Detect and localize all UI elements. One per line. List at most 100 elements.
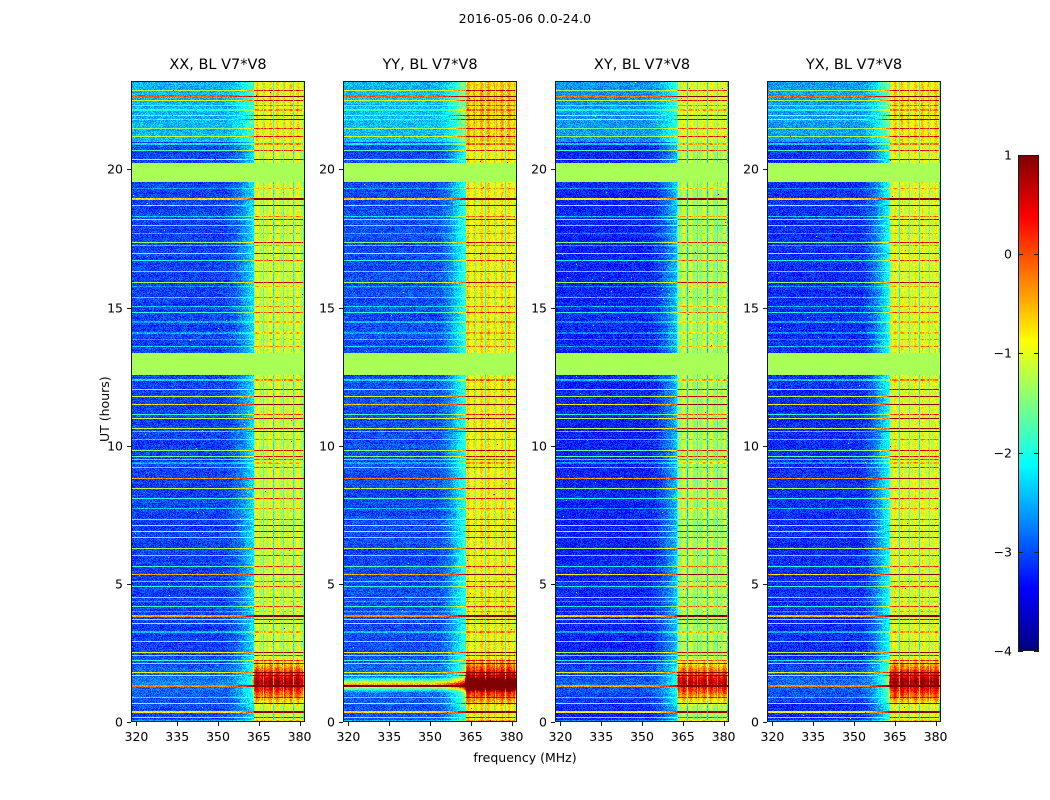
y-tick-mark	[339, 445, 343, 447]
colorbar-tick-mark	[1034, 452, 1039, 454]
spectrogram-image-yx	[767, 81, 941, 722]
x-tick-label: 365	[882, 729, 907, 744]
y-tick-mark	[551, 583, 555, 585]
y-tick-label: 15	[743, 300, 759, 316]
colorbar-gradient	[1018, 155, 1039, 651]
colorbar-tick-label: −2	[993, 445, 1012, 461]
y-tick-label: 5	[751, 576, 759, 592]
x-tick-mark	[935, 722, 937, 726]
y-tick-mark	[127, 583, 131, 585]
x-tick-label: 335	[377, 729, 402, 744]
colorbar-tick-mark	[1018, 353, 1023, 355]
y-tick-label: 15	[319, 300, 335, 316]
colorbar-tick-mark	[1034, 551, 1039, 553]
colorbar-tick-mark	[1034, 155, 1039, 156]
y-tick-label: 15	[107, 300, 123, 316]
x-tick-label: 320	[124, 729, 149, 744]
x-tick-label: 320	[760, 729, 785, 744]
x-axis-label: frequency (MHz)	[473, 750, 577, 765]
x-tick-mark	[470, 722, 472, 726]
x-tick-label: 365	[670, 729, 695, 744]
x-tick-label: 320	[548, 729, 573, 744]
y-tick-mark	[551, 722, 555, 723]
colorbar-tick-mark	[1018, 651, 1023, 652]
x-tick-label: 335	[801, 729, 826, 744]
figure-suptitle: 2016-05-06 0.0-24.0	[458, 11, 592, 26]
y-tick-label: 10	[743, 438, 759, 454]
spectrogram-panel-xx: XX, BL V7*V8	[131, 57, 305, 722]
x-tick-label: 365	[458, 729, 483, 744]
x-tick-mark	[299, 722, 301, 726]
y-axis-label: UT (hours)	[97, 375, 112, 442]
y-tick-mark	[551, 169, 555, 171]
y-tick-mark	[339, 583, 343, 585]
y-tick-label: 0	[539, 714, 547, 730]
x-tick-mark	[348, 722, 350, 726]
y-tick-mark	[763, 169, 767, 171]
x-tick-mark	[642, 722, 643, 726]
colorbar-tick-label: 1	[1004, 147, 1012, 163]
x-tick-label: 380	[499, 729, 524, 744]
x-tick-label: 380	[923, 729, 948, 744]
y-tick-label: 5	[115, 576, 123, 592]
y-tick-label: 5	[539, 576, 547, 592]
x-tick-label: 350	[842, 729, 866, 744]
colorbar-tick-label: −3	[993, 544, 1012, 560]
x-tick-mark	[854, 722, 855, 726]
colorbar-tick-mark	[1018, 452, 1023, 454]
colorbar-tick-mark	[1018, 155, 1023, 156]
x-tick-mark	[136, 722, 138, 726]
panel-title-xy: XY, BL V7*V8	[593, 57, 691, 73]
x-tick-mark	[772, 722, 774, 726]
x-tick-label: 380	[287, 729, 312, 744]
y-tick-label: 0	[327, 714, 335, 730]
y-tick-mark	[763, 445, 767, 447]
panel-title-xx: XX, BL V7*V8	[169, 57, 267, 73]
colorbar-tick-label: −4	[993, 643, 1012, 659]
colorbar-tick-label: −1	[993, 345, 1012, 361]
y-tick-label: 20	[743, 161, 759, 177]
spectrogram-panel-yy: YY, BL V7*V8	[343, 57, 517, 722]
x-tick-label: 365	[246, 729, 271, 744]
y-tick-label: 0	[115, 714, 123, 730]
colorbar-tick-mark	[1034, 651, 1039, 652]
y-tick-mark	[551, 445, 555, 447]
colorbar-tick-mark	[1018, 254, 1023, 256]
x-tick-label: 320	[336, 729, 361, 744]
x-tick-mark	[511, 722, 513, 726]
x-tick-mark	[813, 722, 815, 726]
y-tick-mark	[763, 722, 767, 723]
y-tick-mark	[339, 169, 343, 171]
x-tick-mark	[258, 722, 260, 726]
x-tick-label: 380	[711, 729, 736, 744]
y-tick-label: 5	[327, 576, 335, 592]
y-tick-label: 15	[531, 300, 547, 316]
colorbar-tick-mark	[1034, 353, 1039, 355]
colorbar-tick-label: 0	[1004, 246, 1012, 262]
x-tick-label: 350	[630, 729, 654, 744]
y-tick-mark	[763, 307, 767, 309]
y-tick-label: 0	[751, 714, 759, 730]
y-tick-mark	[551, 307, 555, 309]
x-tick-label: 335	[589, 729, 614, 744]
x-tick-mark	[894, 722, 896, 726]
panel-title-yy: YY, BL V7*V8	[382, 57, 478, 73]
spectrogram-panel-xy: XY, BL V7*V8	[555, 57, 729, 722]
x-tick-mark	[723, 722, 725, 726]
y-tick-mark	[339, 307, 343, 309]
x-tick-label: 335	[165, 729, 190, 744]
y-tick-label: 20	[319, 161, 335, 177]
x-tick-label: 350	[206, 729, 230, 744]
y-tick-mark	[127, 722, 131, 723]
spectrogram-image-xx	[131, 81, 305, 722]
x-tick-mark	[560, 722, 562, 726]
y-tick-mark	[127, 169, 131, 171]
colorbar-tick-mark	[1018, 551, 1023, 553]
x-tick-mark	[177, 722, 179, 726]
spectrogram-image-yy	[343, 81, 517, 722]
y-tick-label: 10	[319, 438, 335, 454]
y-tick-mark	[763, 583, 767, 585]
y-tick-label: 20	[531, 161, 547, 177]
x-tick-mark	[682, 722, 684, 726]
